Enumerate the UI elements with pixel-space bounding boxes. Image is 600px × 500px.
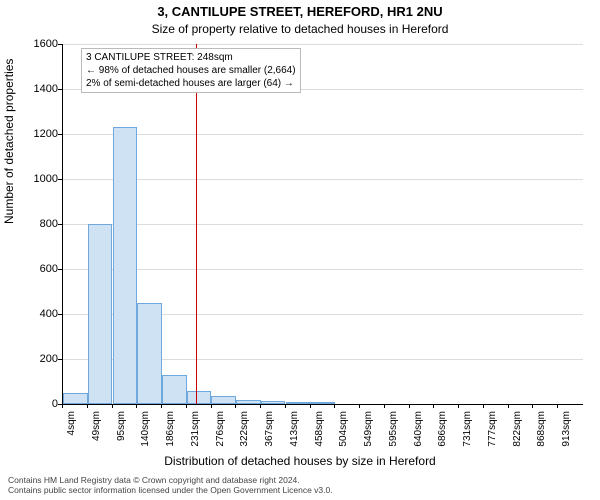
x-tick-label: 549sqm	[363, 411, 374, 461]
y-tick-label: 1000	[18, 173, 58, 185]
x-tick-label: 731sqm	[462, 411, 473, 461]
footer-attribution: Contains HM Land Registry data © Crown c…	[8, 475, 333, 496]
x-tick-label: 322sqm	[239, 411, 250, 461]
x-tick-mark	[112, 404, 113, 408]
footer-line1: Contains HM Land Registry data © Crown c…	[8, 475, 333, 486]
histogram-bar	[63, 393, 88, 404]
y-tick-label: 1200	[18, 128, 58, 140]
histogram-bar	[261, 401, 286, 404]
x-tick-label: 140sqm	[140, 411, 151, 461]
y-gridline	[63, 224, 583, 225]
x-tick-mark	[310, 404, 311, 408]
x-tick-mark	[532, 404, 533, 408]
histogram-bar	[137, 303, 162, 404]
histogram-bar	[310, 402, 335, 404]
annotation-box: 3 CANTILUPE STREET: 248sqm← 98% of detac…	[81, 48, 301, 93]
y-tick-mark	[58, 314, 62, 315]
y-tick-label: 800	[18, 218, 58, 230]
x-tick-mark	[87, 404, 88, 408]
x-tick-label: 504sqm	[338, 411, 349, 461]
x-tick-mark	[433, 404, 434, 408]
chart-subtitle: Size of property relative to detached ho…	[0, 22, 600, 36]
y-tick-mark	[58, 269, 62, 270]
y-tick-mark	[58, 89, 62, 90]
histogram-bar	[286, 402, 311, 404]
annotation-line1: 3 CANTILUPE STREET: 248sqm	[86, 51, 296, 64]
y-tick-mark	[58, 224, 62, 225]
histogram-bar	[211, 396, 236, 404]
histogram-bar	[113, 127, 138, 404]
y-tick-mark	[58, 44, 62, 45]
y-tick-label: 400	[18, 308, 58, 320]
x-tick-label: 276sqm	[215, 411, 226, 461]
y-gridline	[63, 134, 583, 135]
x-tick-mark	[409, 404, 410, 408]
x-tick-mark	[483, 404, 484, 408]
footer-line2: Contains public sector information licen…	[8, 485, 333, 496]
x-tick-label: 367sqm	[264, 411, 275, 461]
x-tick-mark	[557, 404, 558, 408]
x-tick-label: 777sqm	[487, 411, 498, 461]
y-axis-label: Number of detached properties	[2, 59, 16, 224]
x-tick-label: 595sqm	[388, 411, 399, 461]
x-tick-label: 913sqm	[561, 411, 572, 461]
x-tick-mark	[161, 404, 162, 408]
x-tick-mark	[136, 404, 137, 408]
x-tick-label: 231sqm	[190, 411, 201, 461]
histogram-bar	[162, 375, 187, 404]
y-tick-label: 200	[18, 353, 58, 365]
y-gridline	[63, 179, 583, 180]
histogram-bar	[88, 224, 113, 404]
x-tick-label: 95sqm	[116, 411, 127, 461]
y-tick-label: 600	[18, 263, 58, 275]
x-tick-mark	[359, 404, 360, 408]
x-tick-mark	[285, 404, 286, 408]
y-gridline	[63, 269, 583, 270]
y-tick-label: 0	[18, 398, 58, 410]
x-tick-label: 640sqm	[413, 411, 424, 461]
annotation-line2: ← 98% of detached houses are smaller (2,…	[86, 64, 296, 77]
histogram-bar	[187, 391, 212, 405]
x-tick-label: 413sqm	[289, 411, 300, 461]
x-tick-mark	[186, 404, 187, 408]
y-tick-mark	[58, 179, 62, 180]
x-tick-label: 4sqm	[66, 411, 77, 461]
x-tick-mark	[458, 404, 459, 408]
annotation-line3: 2% of semi-detached houses are larger (6…	[86, 77, 296, 90]
chart-container: 3, CANTILUPE STREET, HEREFORD, HR1 2NU S…	[0, 0, 600, 500]
x-tick-label: 686sqm	[437, 411, 448, 461]
y-tick-mark	[58, 359, 62, 360]
y-tick-label: 1600	[18, 38, 58, 50]
y-tick-label: 1400	[18, 83, 58, 95]
x-axis-label: Distribution of detached houses by size …	[0, 454, 600, 468]
y-tick-mark	[58, 134, 62, 135]
x-tick-mark	[334, 404, 335, 408]
y-gridline	[63, 44, 583, 45]
plot-area: 3 CANTILUPE STREET: 248sqm← 98% of detac…	[62, 44, 583, 405]
x-tick-mark	[260, 404, 261, 408]
x-tick-label: 868sqm	[536, 411, 547, 461]
reference-line	[196, 44, 197, 404]
histogram-bar	[236, 400, 261, 405]
x-tick-label: 822sqm	[512, 411, 523, 461]
x-tick-mark	[62, 404, 63, 408]
x-tick-label: 186sqm	[165, 411, 176, 461]
x-tick-label: 458sqm	[314, 411, 325, 461]
x-tick-mark	[211, 404, 212, 408]
chart-title: 3, CANTILUPE STREET, HEREFORD, HR1 2NU	[0, 4, 600, 19]
x-tick-mark	[508, 404, 509, 408]
x-tick-label: 49sqm	[91, 411, 102, 461]
x-tick-mark	[384, 404, 385, 408]
x-tick-mark	[235, 404, 236, 408]
